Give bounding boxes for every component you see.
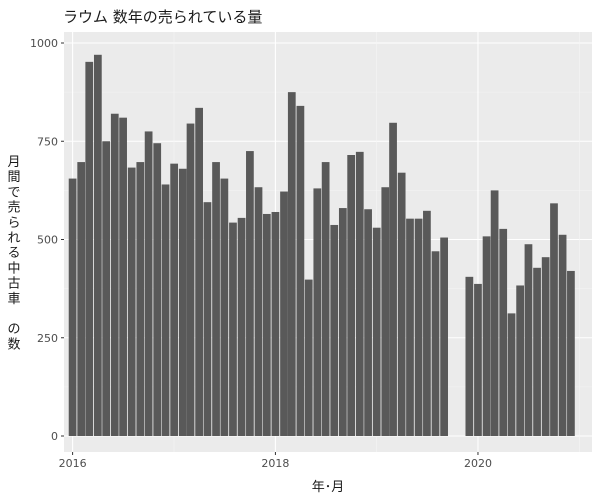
bar	[533, 267, 541, 436]
y-axis-title: 月間で売られる中古車 の数	[7, 155, 20, 352]
bar	[389, 122, 397, 436]
bar	[136, 162, 145, 436]
bar	[381, 187, 390, 436]
bar	[102, 141, 111, 436]
bar	[431, 251, 440, 436]
y-tick-label: 1000	[30, 37, 58, 50]
y-tick-label: 0	[51, 430, 58, 443]
chart-title: ラウム 数年の売られている量	[63, 8, 262, 26]
bar	[212, 162, 220, 436]
y-tick-label: 250	[37, 332, 58, 345]
bar	[203, 202, 212, 436]
y-axis: 0 250 500 750 1000	[30, 37, 64, 443]
bar	[304, 279, 313, 436]
bar	[482, 236, 491, 436]
bar	[262, 213, 271, 436]
y-tick-label: 750	[37, 135, 58, 148]
y-tick-label: 500	[37, 234, 58, 247]
bar	[313, 188, 322, 436]
bar	[499, 228, 508, 436]
bar	[153, 143, 162, 436]
bar	[85, 61, 94, 437]
bar	[178, 168, 187, 436]
x-axis: 2016 2018 2020	[59, 452, 492, 470]
bar	[161, 184, 170, 436]
x-axis-title: 年･月	[312, 480, 345, 495]
bar	[406, 218, 414, 436]
x-tick-label: 2020	[464, 457, 492, 470]
bar	[93, 54, 102, 436]
bar	[296, 105, 305, 436]
bar	[271, 211, 280, 436]
bar	[287, 92, 296, 437]
bar	[246, 151, 254, 436]
bar	[280, 191, 288, 436]
bar	[220, 178, 229, 436]
bar	[507, 313, 516, 436]
bar	[338, 208, 347, 436]
bar	[229, 222, 237, 436]
bar	[465, 276, 474, 436]
bar	[490, 190, 499, 437]
bar	[558, 234, 567, 436]
bar	[144, 131, 153, 436]
bar	[170, 163, 179, 436]
bar	[355, 151, 364, 437]
bar	[524, 244, 533, 436]
bar	[77, 162, 86, 436]
bar	[364, 209, 372, 436]
bar	[440, 237, 448, 436]
bar	[237, 217, 246, 436]
x-tick-label: 2016	[59, 457, 87, 470]
bar	[195, 107, 203, 436]
bar	[254, 187, 263, 436]
x-tick-label: 2018	[261, 457, 289, 470]
bar	[550, 203, 558, 436]
bar	[330, 224, 339, 436]
bar	[474, 283, 482, 436]
bar	[127, 167, 136, 436]
bar	[567, 270, 575, 436]
bar	[68, 178, 77, 436]
bar	[186, 123, 195, 436]
bar	[347, 155, 356, 436]
bar	[541, 257, 550, 436]
bars	[68, 54, 575, 437]
bar	[516, 285, 525, 436]
bar	[110, 113, 119, 437]
bar	[423, 210, 431, 436]
bar	[414, 218, 423, 436]
bar	[372, 227, 381, 436]
bar	[321, 162, 330, 436]
bar	[119, 117, 127, 437]
bar	[397, 172, 406, 436]
